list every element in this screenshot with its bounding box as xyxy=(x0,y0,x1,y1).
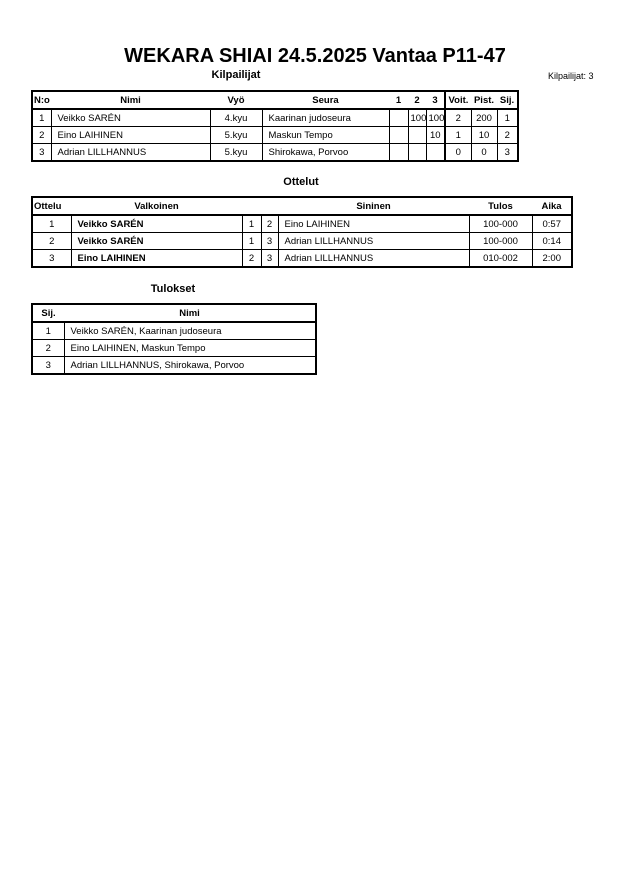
table-cell: Veikko SARÉN xyxy=(50,108,211,127)
table-cell: 2 xyxy=(31,126,52,144)
results-table: Sij. Nimi 1 Veikko SARÉN, Kaarinan judose… xyxy=(31,303,317,375)
table-cell: 0:14 xyxy=(531,232,573,250)
table-cell xyxy=(388,143,409,162)
header-cell: 1 xyxy=(389,90,408,110)
table-row: 1 Veikko SARÉN 1 2 Eino LAIHINEN 100-000 0:57 xyxy=(31,214,573,233)
table-cell: Adrian LILLHANNUS xyxy=(50,143,211,162)
header-cell: Valkoinen xyxy=(71,196,242,216)
header-cell: Pist. xyxy=(471,90,497,110)
header-cell-empty xyxy=(261,196,278,216)
table-cell: Shirokawa, Porvoo xyxy=(261,143,390,162)
header-cell: Voit. xyxy=(445,90,471,110)
table-row: 2 Veikko SARÉN 1 3 Adrian LILLHANNUS 100-000 0… xyxy=(31,232,573,250)
matches-table: Ottelu Valkoinen Sininen Tulos Aika 1 Vei… xyxy=(31,196,573,268)
table-row: 3 Adrian LILLHANNUS 5.kyu Shirokawa, Porvoo… xyxy=(31,143,519,162)
table-cell: 3 xyxy=(496,143,519,162)
table-cell: 0 xyxy=(444,143,472,162)
results-heading: Tulokset xyxy=(150,283,196,295)
header-cell: Aika xyxy=(532,196,572,216)
table-cell: Eino LAIHINEN xyxy=(277,214,470,233)
table-cell: Veikko SARÉN, Kaarinan judoseura xyxy=(63,321,317,340)
table-cell: 2 xyxy=(260,214,279,233)
table-row: 2 Eino LAIHINEN, Maskun Tempo xyxy=(31,339,317,357)
table-cell: 100 xyxy=(425,108,446,127)
table-cell: 3 xyxy=(31,143,52,162)
table-header-row: Sij. Nimi xyxy=(32,303,316,323)
table-cell xyxy=(407,126,427,144)
table-cell: 1 xyxy=(31,108,52,127)
table-cell: 3 xyxy=(31,356,65,375)
table-cell: 2:00 xyxy=(531,249,573,268)
table-cell: Eino LAIHINEN xyxy=(50,126,211,144)
table-cell: 200 xyxy=(470,108,498,127)
table-cell: 10 xyxy=(425,126,446,144)
table-cell: 0 xyxy=(470,143,498,162)
table-cell: 100-000 xyxy=(468,232,533,250)
table-cell: 1 xyxy=(31,214,72,233)
header-cell-empty xyxy=(242,196,261,216)
header-cell: Nimi xyxy=(64,303,316,323)
header-cell: 2 xyxy=(408,90,426,110)
table-cell: 1 xyxy=(496,108,519,127)
matches-heading: Ottelut xyxy=(283,176,319,188)
header-cell: Ottelu xyxy=(32,196,71,216)
header-cell: Tulos xyxy=(469,196,532,216)
table-cell: 1 xyxy=(31,321,65,340)
table-row: 1 Veikko SARÉN, Kaarinan judoseura xyxy=(31,321,317,340)
table-cell xyxy=(407,143,427,162)
competitors-count: Kilpailijat: 3 xyxy=(548,71,594,81)
header-cell: Sij. xyxy=(497,90,518,110)
header-cell: 3 xyxy=(426,90,446,110)
header-cell: N:o xyxy=(32,90,51,110)
header-cell: Sininen xyxy=(278,196,469,216)
table-cell: 2 xyxy=(496,126,519,144)
table-cell: Eino LAIHINEN xyxy=(70,249,243,268)
table-cell: Kaarinan judoseura xyxy=(261,108,390,127)
header-cell: Seura xyxy=(262,90,389,110)
table-cell: 100 xyxy=(407,108,427,127)
table-cell: Adrian LILLHANNUS, Shirokawa, Porvoo xyxy=(63,356,317,375)
table-cell: Eino LAIHINEN, Maskun Tempo xyxy=(63,339,317,357)
table-header-row: N:o Nimi Vyö Seura 1 2 3 Voit. Pist. Sij… xyxy=(32,90,518,110)
header-cell: Vyö xyxy=(210,90,262,110)
table-cell: Adrian LILLHANNUS xyxy=(277,232,470,250)
table-cell: 0:57 xyxy=(531,214,573,233)
table-cell: 5.kyu xyxy=(209,143,263,162)
table-row: 2 Eino LAIHINEN 5.kyu Maskun Tempo 10 1 10 2 xyxy=(31,126,519,144)
header-cell: Nimi xyxy=(51,90,210,110)
table-cell: 3 xyxy=(31,249,72,268)
table-cell: 2 xyxy=(444,108,472,127)
table-cell: Adrian LILLHANNUS xyxy=(277,249,470,268)
competitors-heading: Kilpailijat xyxy=(211,69,261,81)
table-cell xyxy=(388,108,409,127)
table-cell xyxy=(388,126,409,144)
table-cell: 5.kyu xyxy=(209,126,263,144)
table-cell: 3 xyxy=(260,249,279,268)
table-cell: 010-002 xyxy=(468,249,533,268)
table-cell: 10 xyxy=(470,126,498,144)
table-cell: 2 xyxy=(31,339,65,357)
table-row: 1 Veikko SARÉN 4.kyu Kaarinan judoseura 100 1… xyxy=(31,108,519,127)
table-cell: 4.kyu xyxy=(209,108,263,127)
table-row: 3 Adrian LILLHANNUS, Shirokawa, Porvoo xyxy=(31,356,317,375)
table-cell: 1 xyxy=(444,126,472,144)
table-cell: 2 xyxy=(31,232,72,250)
table-header-row: Ottelu Valkoinen Sininen Tulos Aika xyxy=(32,196,572,216)
table-row: 3 Eino LAIHINEN 2 3 Adrian LILLHANNUS 010-002… xyxy=(31,249,573,268)
table-cell: Veikko SARÉN xyxy=(70,214,243,233)
competitors-table: N:o Nimi Vyö Seura 1 2 3 Voit. Pist. Sij… xyxy=(31,90,519,162)
table-cell: 1 xyxy=(241,232,262,250)
table-cell: Maskun Tempo xyxy=(261,126,390,144)
header-cell: Sij. xyxy=(32,303,64,323)
page-title: WEKARA SHIAI 24.5.2025 Vantaa P11-47 xyxy=(124,45,506,67)
table-cell: 100-000 xyxy=(468,214,533,233)
table-cell: 3 xyxy=(260,232,279,250)
table-cell: 2 xyxy=(241,249,262,268)
table-cell xyxy=(425,143,446,162)
table-cell: Veikko SARÉN xyxy=(70,232,243,250)
table-cell: 1 xyxy=(241,214,262,233)
